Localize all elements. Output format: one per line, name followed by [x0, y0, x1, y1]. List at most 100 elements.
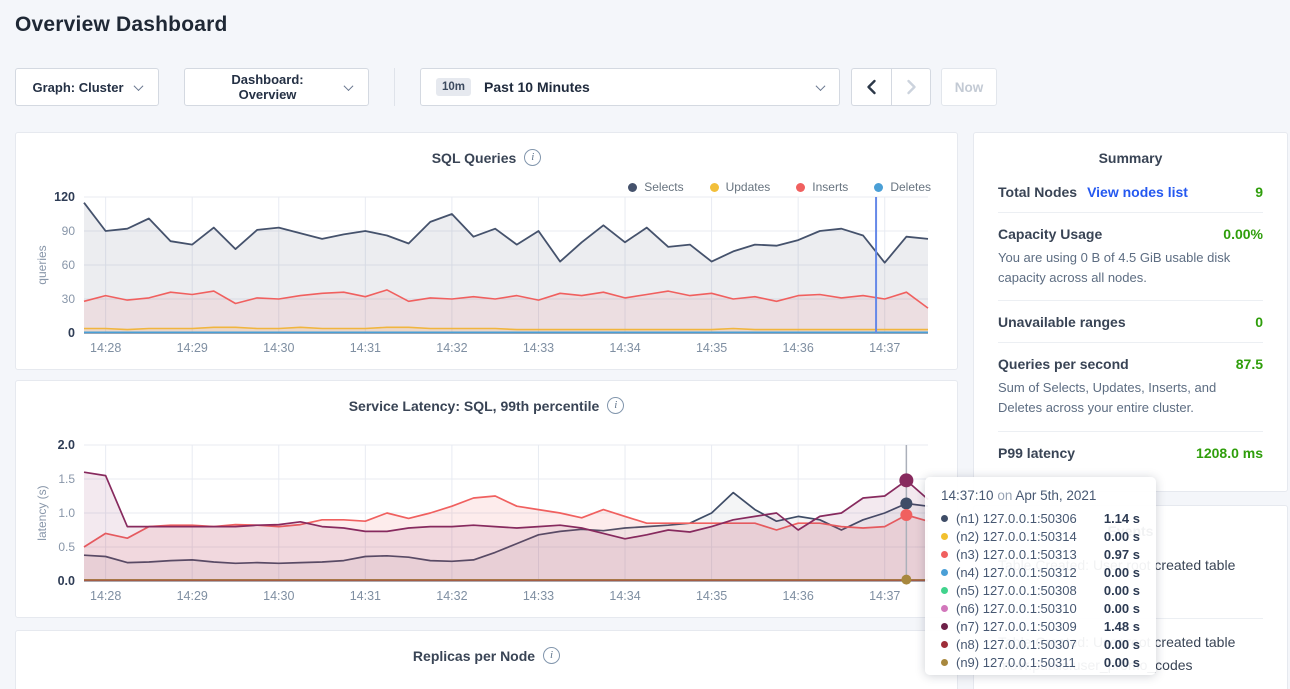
tooltip-node-row: (n1) 127.0.0.1:50306 1.14 s — [941, 509, 1140, 527]
replicas-title: Replicas per Node i — [16, 647, 957, 664]
svg-text:14:31: 14:31 — [350, 589, 381, 603]
node-address: (n1) 127.0.0.1:50306 — [956, 510, 1077, 526]
node-latency-value: 0.00 s — [1103, 564, 1140, 580]
svg-text:14:29: 14:29 — [177, 341, 208, 355]
legend-item-selects[interactable]: Selects — [628, 180, 684, 194]
toolbar: Graph: Cluster Dashboard: Overview 10m P… — [15, 68, 997, 106]
legend-dot-icon — [796, 182, 806, 192]
node-address: (n5) 127.0.0.1:50308 — [956, 582, 1077, 598]
unavailable-ranges-label: Unavailable ranges — [998, 314, 1126, 331]
sql-queries-title: SQL Queries i — [16, 149, 957, 166]
svg-text:14:33: 14:33 — [523, 341, 554, 355]
tooltip-timestamp: 14:37:10 on Apr 5th, 2021 — [941, 488, 1140, 503]
now-button[interactable]: Now — [941, 68, 997, 106]
node-address: (n6) 127.0.0.1:50310 — [956, 600, 1077, 616]
dashboard-selector-dropdown[interactable]: Dashboard: Overview — [184, 68, 369, 106]
svg-text:14:32: 14:32 — [436, 341, 467, 355]
info-icon[interactable]: i — [543, 647, 561, 664]
node-latency-value: 0.00 s — [1103, 528, 1140, 544]
legend-item-updates[interactable]: Updates — [709, 180, 770, 194]
unavailable-ranges-value: 0 — [1255, 314, 1263, 331]
node-address: (n2) 127.0.0.1:50314 — [956, 528, 1077, 544]
legend-label: Deletes — [890, 180, 931, 194]
node-latency-value: 0.97 s — [1103, 546, 1140, 562]
graph-selector-dropdown[interactable]: Graph: Cluster — [15, 68, 159, 106]
node-color-dot-icon — [941, 658, 948, 666]
svg-text:14:34: 14:34 — [609, 341, 640, 355]
node-address: (n4) 127.0.0.1:50312 — [956, 564, 1077, 580]
svg-text:14:36: 14:36 — [783, 589, 814, 603]
summary-total-nodes: Total Nodes View nodes list 9 — [998, 171, 1263, 213]
svg-text:queries: queries — [35, 245, 49, 284]
chart-title-text: Service Latency: SQL, 99th percentile — [348, 397, 600, 414]
tooltip-time: 14:37:10 — [941, 488, 994, 503]
capacity-description: You are using 0 B of 4.5 GiB usable disk… — [998, 250, 1231, 286]
chevron-down-icon — [815, 80, 826, 91]
node-address: (n8) 127.0.0.1:50307 — [956, 636, 1077, 652]
toolbar-divider — [394, 68, 395, 106]
latency-panel: Service Latency: SQL, 99th percentile i … — [15, 380, 958, 618]
svg-text:14:29: 14:29 — [177, 589, 208, 603]
node-latency-value: 1.14 s — [1103, 510, 1140, 526]
svg-text:14:37: 14:37 — [869, 341, 900, 355]
summary-capacity: Capacity Usage 0.00% You are using 0 B o… — [998, 213, 1263, 302]
svg-text:0: 0 — [68, 326, 75, 340]
replicas-panel: Replicas per Node i — [15, 630, 958, 689]
time-range-badge: 10m — [436, 78, 472, 96]
sql-queries-panel: SQL Queries i Selects Updates Inserts Delet… — [15, 132, 958, 370]
node-color-dot-icon — [941, 532, 948, 540]
tooltip-node-row: (n4) 127.0.0.1:50312 0.00 s — [941, 563, 1140, 581]
qps-value: 87.5 — [1235, 356, 1263, 373]
latency-chart[interactable]: 0.0 0.5 1.0 1.5 2.0 14:28 14:29 14:30 14:31 14:32… — [16, 381, 957, 617]
graph-selector-label: Graph: Cluster — [32, 79, 124, 95]
info-icon[interactable]: i — [607, 397, 625, 414]
info-icon[interactable]: i — [524, 149, 542, 166]
node-color-dot-icon — [941, 550, 948, 558]
node-address: (n3) 127.0.0.1:50313 — [956, 546, 1077, 562]
node-address: (n7) 127.0.0.1:50309 — [956, 618, 1077, 634]
page-title: Overview Dashboard — [15, 13, 228, 36]
node-color-dot-icon — [941, 622, 948, 630]
qps-description: Sum of Selects, Updates, Inserts, and De… — [998, 380, 1217, 416]
summary-title: Summary — [1098, 150, 1163, 166]
tooltip-node-row: (n6) 127.0.0.1:50310 0.00 s — [941, 599, 1140, 617]
svg-text:2.0: 2.0 — [58, 438, 75, 452]
chart-title-text: SQL Queries — [431, 149, 517, 166]
qps-label: Queries per second — [998, 356, 1129, 373]
p99-latency-value: 1208.0 ms — [1196, 444, 1263, 461]
svg-text:14:35: 14:35 — [696, 589, 727, 603]
node-latency-value: 0.00 s — [1103, 636, 1140, 652]
svg-text:1.0: 1.0 — [58, 506, 75, 520]
latency-title: Service Latency: SQL, 99th percentile i — [16, 397, 957, 414]
node-latency-value: 0.00 s — [1103, 582, 1140, 598]
svg-text:14:31: 14:31 — [350, 341, 381, 355]
svg-text:latency (s): latency (s) — [35, 485, 49, 540]
legend-dot-icon — [709, 182, 719, 192]
legend-label: Selects — [644, 180, 684, 194]
node-color-dot-icon — [941, 586, 948, 594]
node-latency-value: 0.00 s — [1103, 600, 1140, 616]
legend-item-inserts[interactable]: Inserts — [796, 180, 848, 194]
sql-queries-chart[interactable]: 0 30 60 90 120 14:28 14:29 14:30 14:31 14:32 14:33… — [16, 133, 957, 369]
tooltip-node-row: (n7) 127.0.0.1:50309 1.48 s — [941, 617, 1140, 635]
svg-text:1.5: 1.5 — [58, 472, 75, 486]
view-nodes-list-link[interactable]: View nodes list — [1087, 184, 1188, 200]
svg-text:14:33: 14:33 — [523, 589, 554, 603]
chevron-down-icon — [343, 80, 354, 91]
time-range-selector[interactable]: 10m Past 10 Minutes — [420, 68, 840, 106]
capacity-label: Capacity Usage — [998, 226, 1103, 242]
p99-latency-label: P99 latency — [998, 444, 1076, 461]
svg-text:14:32: 14:32 — [436, 589, 467, 603]
time-step-buttons — [851, 68, 931, 106]
tooltip-node-rows: (n1) 127.0.0.1:50306 1.14 s (n2) 127.0.0.1… — [941, 509, 1140, 671]
dashboard-selector-label: Dashboard: Overview — [231, 72, 304, 102]
time-next-button[interactable] — [891, 68, 931, 106]
node-color-dot-icon — [941, 568, 948, 576]
svg-text:60: 60 — [62, 258, 76, 272]
tooltip-node-row: (n9) 127.0.0.1:50311 0.00 s — [941, 653, 1140, 671]
chevron-down-icon — [133, 80, 143, 91]
legend-item-deletes[interactable]: Deletes — [874, 180, 931, 194]
legend-dot-icon — [874, 182, 884, 192]
time-prev-button[interactable] — [851, 68, 891, 106]
